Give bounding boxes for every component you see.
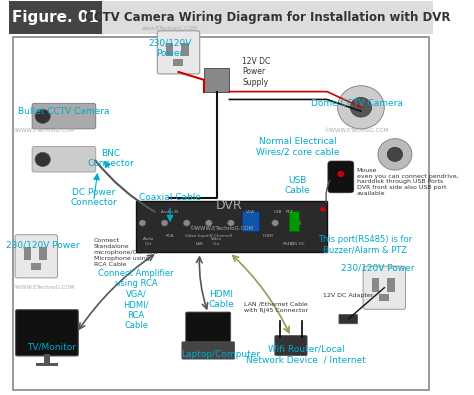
FancyBboxPatch shape <box>204 68 229 92</box>
Text: 12V DC
Power
Supply: 12V DC Power Supply <box>242 57 270 87</box>
FancyBboxPatch shape <box>9 2 102 34</box>
FancyBboxPatch shape <box>136 201 327 252</box>
Text: TV/Monitor: TV/Monitor <box>27 342 76 351</box>
Circle shape <box>205 220 212 226</box>
Text: Bullet CCTV Camera: Bullet CCTV Camera <box>18 107 109 116</box>
Text: Normal Electrical
Wires/2 core cable: Normal Electrical Wires/2 core cable <box>255 137 339 156</box>
Text: Connect Amplifier
using RCA
VGA/
HDMI/
RCA
Cable: Connect Amplifier using RCA VGA/ HDMI/ R… <box>98 269 174 330</box>
Text: ©WWW.ETechnoG.COM: ©WWW.ETechnoG.COM <box>325 128 389 134</box>
FancyBboxPatch shape <box>186 312 231 344</box>
Text: CCTV Camera Wiring Diagram for Installation with DVR: CCTV Camera Wiring Diagram for Installat… <box>85 11 450 24</box>
Bar <box>31 263 41 270</box>
Circle shape <box>250 220 256 226</box>
Bar <box>36 363 57 366</box>
Text: Dome CCTV Camera: Dome CCTV Camera <box>311 99 403 108</box>
Circle shape <box>228 220 234 226</box>
Circle shape <box>337 86 384 129</box>
Text: ©WWW.ETechnoG.COM: ©WWW.ETechnoG.COM <box>189 226 253 231</box>
Text: Laptop/Computer: Laptop/Computer <box>182 350 261 359</box>
FancyBboxPatch shape <box>339 314 357 324</box>
Text: 12V DC: 12V DC <box>290 242 305 246</box>
Bar <box>39 246 47 260</box>
Text: Wifi Router/Local
Network Device  / Internet: Wifi Router/Local Network Device / Inter… <box>246 345 365 364</box>
Circle shape <box>272 220 279 226</box>
Bar <box>379 294 389 301</box>
FancyBboxPatch shape <box>15 235 57 278</box>
Circle shape <box>320 207 325 212</box>
Text: VGA: VGA <box>246 210 255 214</box>
FancyBboxPatch shape <box>16 310 78 356</box>
Text: RS485: RS485 <box>283 242 295 246</box>
Text: LAN /Ethernet Cable
with RJ45 Connector: LAN /Ethernet Cable with RJ45 Connector <box>244 302 308 313</box>
Bar <box>24 246 31 260</box>
Circle shape <box>35 152 50 167</box>
FancyBboxPatch shape <box>157 31 200 74</box>
Text: ©WWW.ETechnoG.COM: ©WWW.ETechnoG.COM <box>10 128 75 134</box>
Text: Video
Out: Video Out <box>211 237 222 246</box>
FancyBboxPatch shape <box>102 2 433 34</box>
Circle shape <box>350 98 372 117</box>
Text: 230/120V Power: 230/120V Power <box>6 240 80 249</box>
Bar <box>372 278 379 292</box>
Text: DVR: DVR <box>216 199 243 212</box>
Text: Coaxial Cable: Coaxial Cable <box>139 193 201 202</box>
FancyBboxPatch shape <box>363 266 406 309</box>
Text: USB
Cable: USB Cable <box>284 176 310 196</box>
Text: HDMI: HDMI <box>262 234 273 238</box>
Text: ©WWW.ETechnoG.COM: ©WWW.ETechnoG.COM <box>10 285 75 290</box>
Circle shape <box>337 171 344 177</box>
Text: HDMI
Cable: HDMI Cable <box>208 290 234 309</box>
Text: Mouse
even you can connect pendrive,
harddisk through USB Ports
DVR front side a: Mouse even you can connect pendrive, har… <box>357 168 458 196</box>
Text: BNC
Connector: BNC Connector <box>87 149 134 168</box>
Text: USB: USB <box>274 210 283 214</box>
Circle shape <box>387 147 402 162</box>
Text: Audio
Out: Audio Out <box>143 237 155 246</box>
Circle shape <box>139 220 146 226</box>
FancyBboxPatch shape <box>182 342 235 359</box>
Circle shape <box>35 109 50 123</box>
Bar <box>173 59 183 66</box>
Circle shape <box>294 220 301 226</box>
Text: Audio IN: Audio IN <box>162 210 179 214</box>
Text: PTZ: PTZ <box>286 210 293 214</box>
Text: www.ETechnoG.COM: www.ETechnoG.COM <box>142 26 198 31</box>
Bar <box>166 43 173 56</box>
Text: 12V DC Adapter: 12V DC Adapter <box>323 293 374 298</box>
Bar <box>387 278 395 292</box>
Circle shape <box>183 220 190 226</box>
FancyBboxPatch shape <box>328 161 354 193</box>
Text: Connect
Standalone
microphone/Camera
Microphone using
RCA Cable: Connect Standalone microphone/Camera Mic… <box>94 238 158 267</box>
Circle shape <box>378 139 412 170</box>
Text: Video Input(8 Channel): Video Input(8 Channel) <box>184 234 232 238</box>
Text: LAN: LAN <box>196 242 204 246</box>
FancyBboxPatch shape <box>289 211 300 231</box>
Text: Figure. 01: Figure. 01 <box>12 10 99 25</box>
FancyBboxPatch shape <box>242 211 259 231</box>
Bar <box>44 354 50 364</box>
Text: This port(RS485) is for
Buzzer/Alarm & PTZ: This port(RS485) is for Buzzer/Alarm & P… <box>318 235 412 254</box>
Bar <box>182 43 189 56</box>
FancyBboxPatch shape <box>32 147 96 172</box>
FancyBboxPatch shape <box>32 103 96 129</box>
Text: 230/120V
Power: 230/120V Power <box>148 39 191 58</box>
FancyBboxPatch shape <box>275 336 307 356</box>
Text: DC Power
Connector: DC Power Connector <box>70 188 117 207</box>
Text: 230/120V Power: 230/120V Power <box>341 263 415 273</box>
Circle shape <box>161 220 168 226</box>
Text: RCA: RCA <box>166 234 174 238</box>
